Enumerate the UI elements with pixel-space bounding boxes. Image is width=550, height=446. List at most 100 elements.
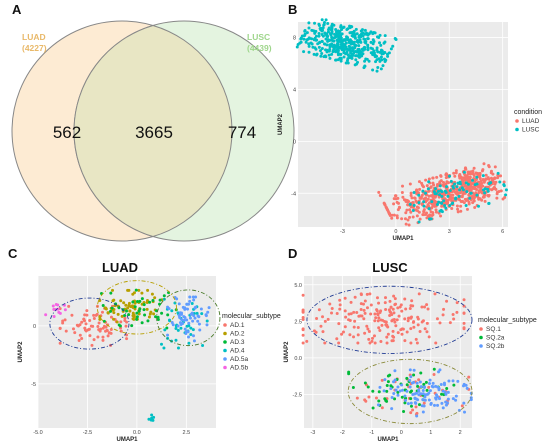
data-point-ad1 — [101, 338, 105, 342]
data-point-lusc — [307, 42, 311, 46]
data-point-sq1 — [394, 302, 398, 306]
cluster-outline — [347, 358, 473, 425]
data-point-luad — [409, 210, 413, 214]
data-point-sq1 — [427, 335, 431, 339]
data-point-sq2b — [462, 401, 466, 405]
data-point-ad1 — [73, 331, 77, 335]
data-point-lusc — [369, 40, 373, 44]
data-point-ad5a — [179, 312, 183, 316]
data-point-lusc — [307, 26, 311, 30]
data-point-ad5a — [186, 307, 190, 311]
data-point-lusc — [446, 194, 450, 198]
data-point-ad2 — [149, 310, 153, 314]
legend-label-sq2b: SQ.2b — [486, 343, 505, 350]
data-point-ad2 — [133, 307, 137, 311]
data-point-ad1 — [70, 313, 74, 317]
data-point-ad3 — [156, 315, 160, 319]
data-point-sq1 — [397, 314, 401, 318]
data-point-lusc — [453, 182, 457, 186]
data-point-lusc — [369, 30, 373, 34]
data-point-ad2 — [98, 299, 102, 303]
data-point-lusc — [339, 46, 343, 50]
data-point-lusc — [363, 64, 367, 68]
data-point-ad4 — [176, 328, 180, 332]
data-point-ad5a — [196, 314, 200, 318]
data-point-sq2a — [363, 381, 367, 385]
data-point-luad — [433, 204, 437, 208]
data-point-sq1 — [352, 325, 356, 329]
data-point-sq1 — [386, 332, 390, 336]
data-point-sq1 — [407, 316, 411, 320]
data-point-lusc — [350, 46, 354, 50]
data-point-lusc — [326, 39, 330, 43]
data-point-lusc — [496, 171, 500, 175]
data-point-ad1 — [71, 327, 75, 331]
data-point-ad4 — [185, 324, 189, 328]
data-point-ad4 — [201, 343, 205, 347]
data-point-sq1 — [467, 375, 471, 379]
data-point-luad — [418, 217, 422, 221]
legend-label-sq2a: SQ.2a — [486, 335, 505, 342]
data-point-sq2b — [421, 398, 425, 402]
data-point-sq1 — [388, 314, 392, 318]
data-point-lusc — [334, 28, 338, 32]
data-point-sq2b — [444, 403, 448, 407]
data-point-ad5a — [205, 323, 209, 327]
data-point-ad2 — [119, 299, 123, 303]
data-point-luad — [487, 194, 491, 198]
data-point-lusc — [353, 36, 357, 40]
data-point-ad4 — [160, 342, 164, 346]
data-point-luad — [390, 216, 394, 220]
data-point-sq2b — [422, 386, 426, 390]
data-point-ad2 — [153, 296, 157, 300]
data-point-luad — [460, 178, 464, 182]
data-point-sq1 — [369, 303, 373, 307]
data-point-luad — [409, 193, 413, 197]
data-point-luad — [465, 207, 469, 211]
data-point-luad — [478, 171, 482, 175]
data-point-sq1 — [393, 297, 397, 301]
data-point-ad3 — [140, 297, 144, 301]
data-point-lusc — [364, 39, 368, 43]
data-point-lusc — [427, 180, 431, 184]
data-point-sq1 — [392, 294, 396, 298]
data-point-sq2b — [415, 414, 419, 418]
panel-letter-b: B — [288, 2, 297, 17]
data-point-ad5a — [183, 306, 187, 310]
data-point-luad — [390, 213, 394, 217]
data-point-luad — [407, 223, 411, 227]
data-point-ad3 — [165, 326, 169, 330]
data-point-sq2b — [439, 382, 443, 386]
data-point-lusc — [350, 39, 354, 43]
data-point-lusc — [378, 59, 382, 63]
data-point-lusc — [345, 59, 349, 63]
data-point-luad — [455, 204, 459, 208]
data-point-ad3 — [134, 288, 138, 292]
data-point-lusc — [359, 50, 363, 54]
data-point-sq1 — [363, 311, 367, 315]
data-point-ad2 — [131, 317, 135, 321]
data-point-ad5a — [197, 322, 201, 326]
data-point-lusc — [355, 32, 359, 36]
data-point-ad1 — [58, 326, 62, 330]
data-point-ad2 — [147, 315, 151, 319]
data-point-ad4 — [191, 328, 195, 332]
data-point-luad — [440, 204, 444, 208]
data-point-lusc — [330, 28, 334, 32]
data-point-luad — [442, 180, 446, 184]
data-point-sq2a — [386, 380, 390, 384]
data-point-lusc — [356, 39, 360, 43]
data-point-luad — [397, 205, 401, 209]
data-point-sq2b — [413, 392, 417, 396]
data-point-luad — [451, 196, 455, 200]
data-point-ad1 — [92, 316, 96, 320]
data-point-sq1 — [353, 319, 357, 323]
data-point-sq1 — [380, 406, 384, 410]
data-point-ad3 — [143, 313, 147, 317]
data-point-sq2b — [446, 390, 450, 394]
data-point-lusc — [366, 37, 370, 41]
data-point-sq1 — [363, 331, 367, 335]
data-point-ad2 — [145, 307, 149, 311]
data-point-sq1 — [326, 317, 330, 321]
venn-diagram: LUAD (4227) LUSC (4439) 562 3665 774 — [11, 20, 295, 242]
